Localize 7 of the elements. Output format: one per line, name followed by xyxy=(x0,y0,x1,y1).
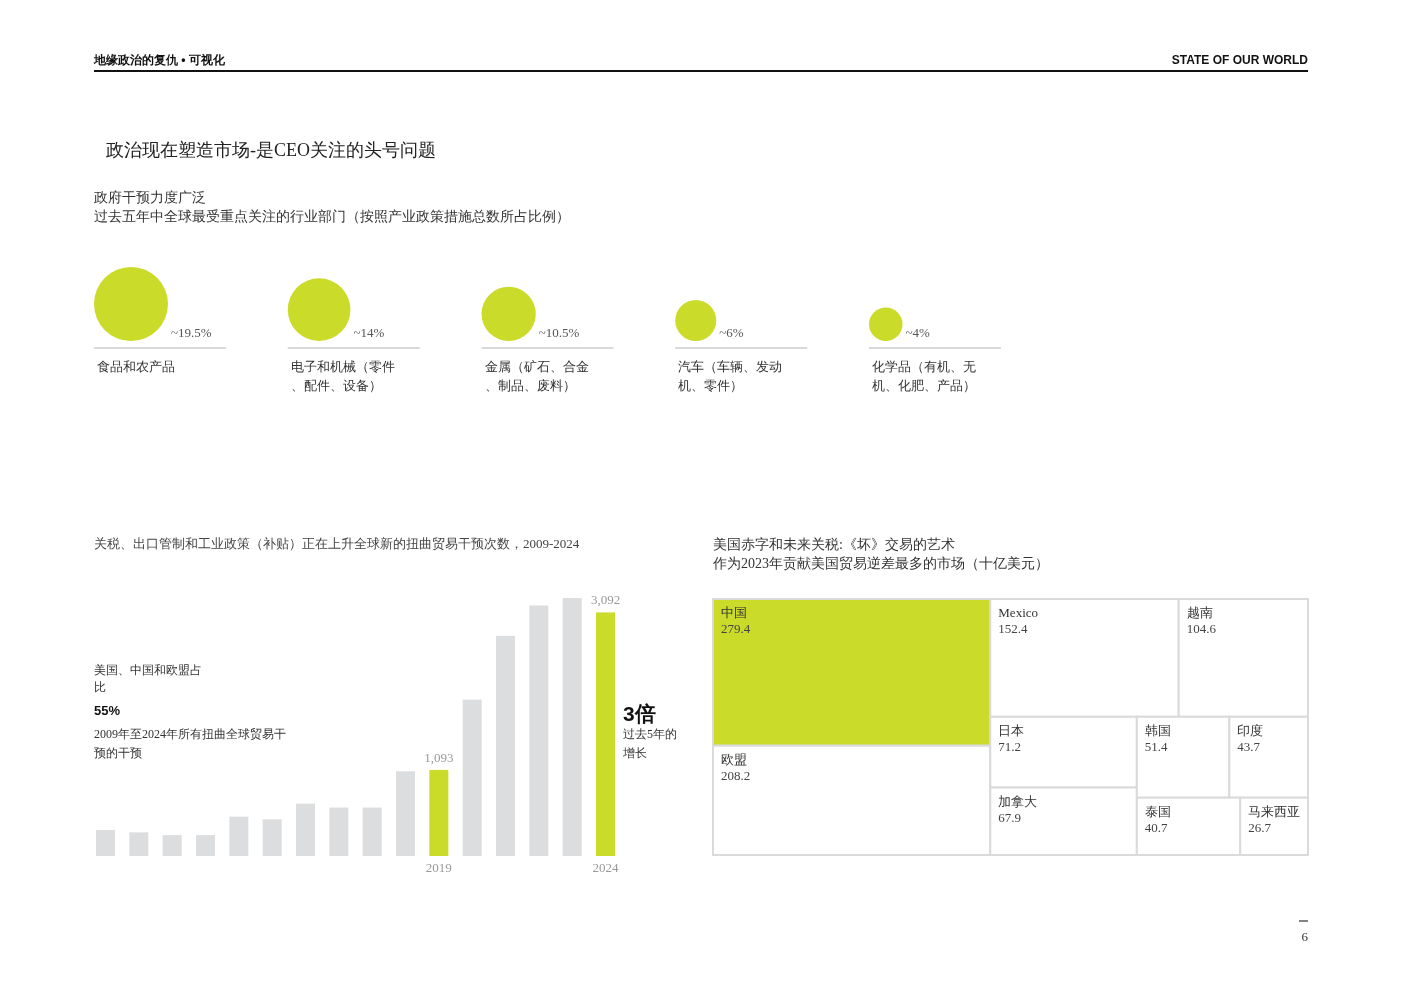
title: 关税、出口管制和工业政策（补贴）正在上升全球新的扭曲贸易干预次数，2009-2024 xyxy=(94,535,580,553)
subtitle: 作为2023年贡献美国贸易逆差最多的市场（十亿美元） xyxy=(713,555,1049,573)
header-left: 地缘政治的复仇 • 可视化 xyxy=(94,52,225,69)
subtitle: 过去五年中全球最受重点关注的行业部门（按照产业政策措施总数所占比例） xyxy=(94,208,570,226)
header-right: STATE OF OUR WORLD xyxy=(1171,52,1308,69)
title: 美国赤字和未来关税:《坏》交易的艺术 xyxy=(713,536,955,554)
title: 政府干预力度广泛 xyxy=(94,189,206,207)
